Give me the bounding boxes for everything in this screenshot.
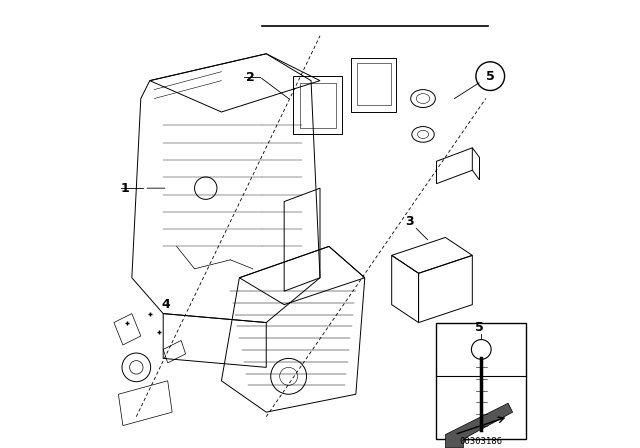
Text: 00303186: 00303186 — [460, 437, 503, 446]
FancyBboxPatch shape — [436, 323, 526, 439]
Text: 3: 3 — [405, 215, 414, 228]
Text: 5: 5 — [486, 69, 495, 83]
Text: 5: 5 — [475, 320, 483, 334]
Text: 1: 1 — [121, 181, 130, 195]
Text: 2: 2 — [246, 70, 255, 84]
Polygon shape — [445, 403, 513, 448]
Text: 4: 4 — [161, 298, 170, 311]
